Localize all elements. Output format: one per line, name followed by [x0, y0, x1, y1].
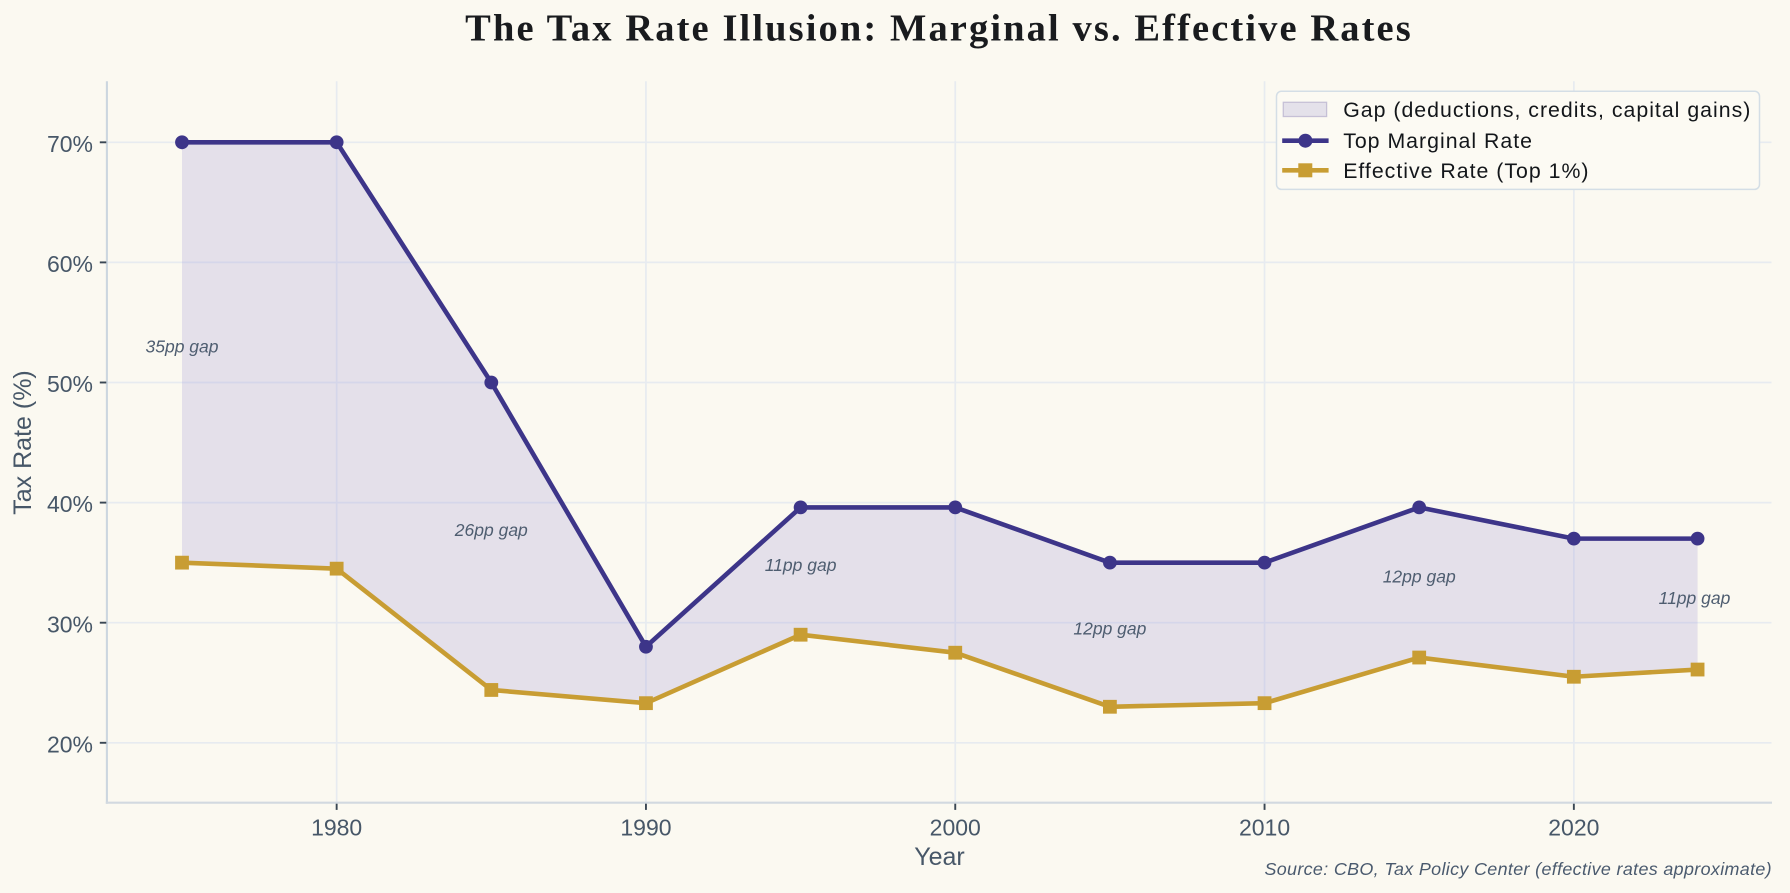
- svg-text:50%: 50%: [47, 371, 93, 397]
- svg-text:2000: 2000: [930, 815, 981, 841]
- svg-text:20%: 20%: [47, 731, 93, 757]
- svg-text:35pp gap: 35pp gap: [146, 337, 219, 357]
- svg-text:2010: 2010: [1239, 815, 1290, 841]
- svg-text:70%: 70%: [47, 131, 93, 157]
- svg-text:12pp gap: 12pp gap: [1073, 619, 1146, 639]
- svg-text:12pp gap: 12pp gap: [1383, 567, 1456, 587]
- svg-text:Effective Rate (Top 1%): Effective Rate (Top 1%): [1343, 159, 1589, 183]
- svg-text:Top Marginal Rate: Top Marginal Rate: [1343, 129, 1533, 153]
- svg-text:11pp gap: 11pp gap: [1659, 588, 1731, 608]
- svg-text:Source: CBO, Tax Policy Center: Source: CBO, Tax Policy Center (effectiv…: [1264, 859, 1772, 879]
- svg-text:Tax Rate (%): Tax Rate (%): [9, 370, 37, 514]
- svg-text:2020: 2020: [1548, 815, 1599, 841]
- svg-text:40%: 40%: [47, 491, 93, 517]
- svg-text:26pp gap: 26pp gap: [454, 520, 528, 540]
- svg-text:11pp gap: 11pp gap: [765, 555, 837, 575]
- svg-text:Gap (deductions, credits, capi: Gap (deductions, credits, capital gains): [1343, 98, 1751, 122]
- svg-text:1980: 1980: [311, 815, 362, 841]
- svg-text:The Tax Rate Illusion: Margina: The Tax Rate Illusion: Marginal vs. Effe…: [465, 7, 1413, 49]
- svg-text:60%: 60%: [47, 251, 93, 277]
- svg-text:30%: 30%: [47, 611, 93, 637]
- svg-text:1990: 1990: [620, 815, 671, 841]
- svg-text:Year: Year: [914, 843, 965, 871]
